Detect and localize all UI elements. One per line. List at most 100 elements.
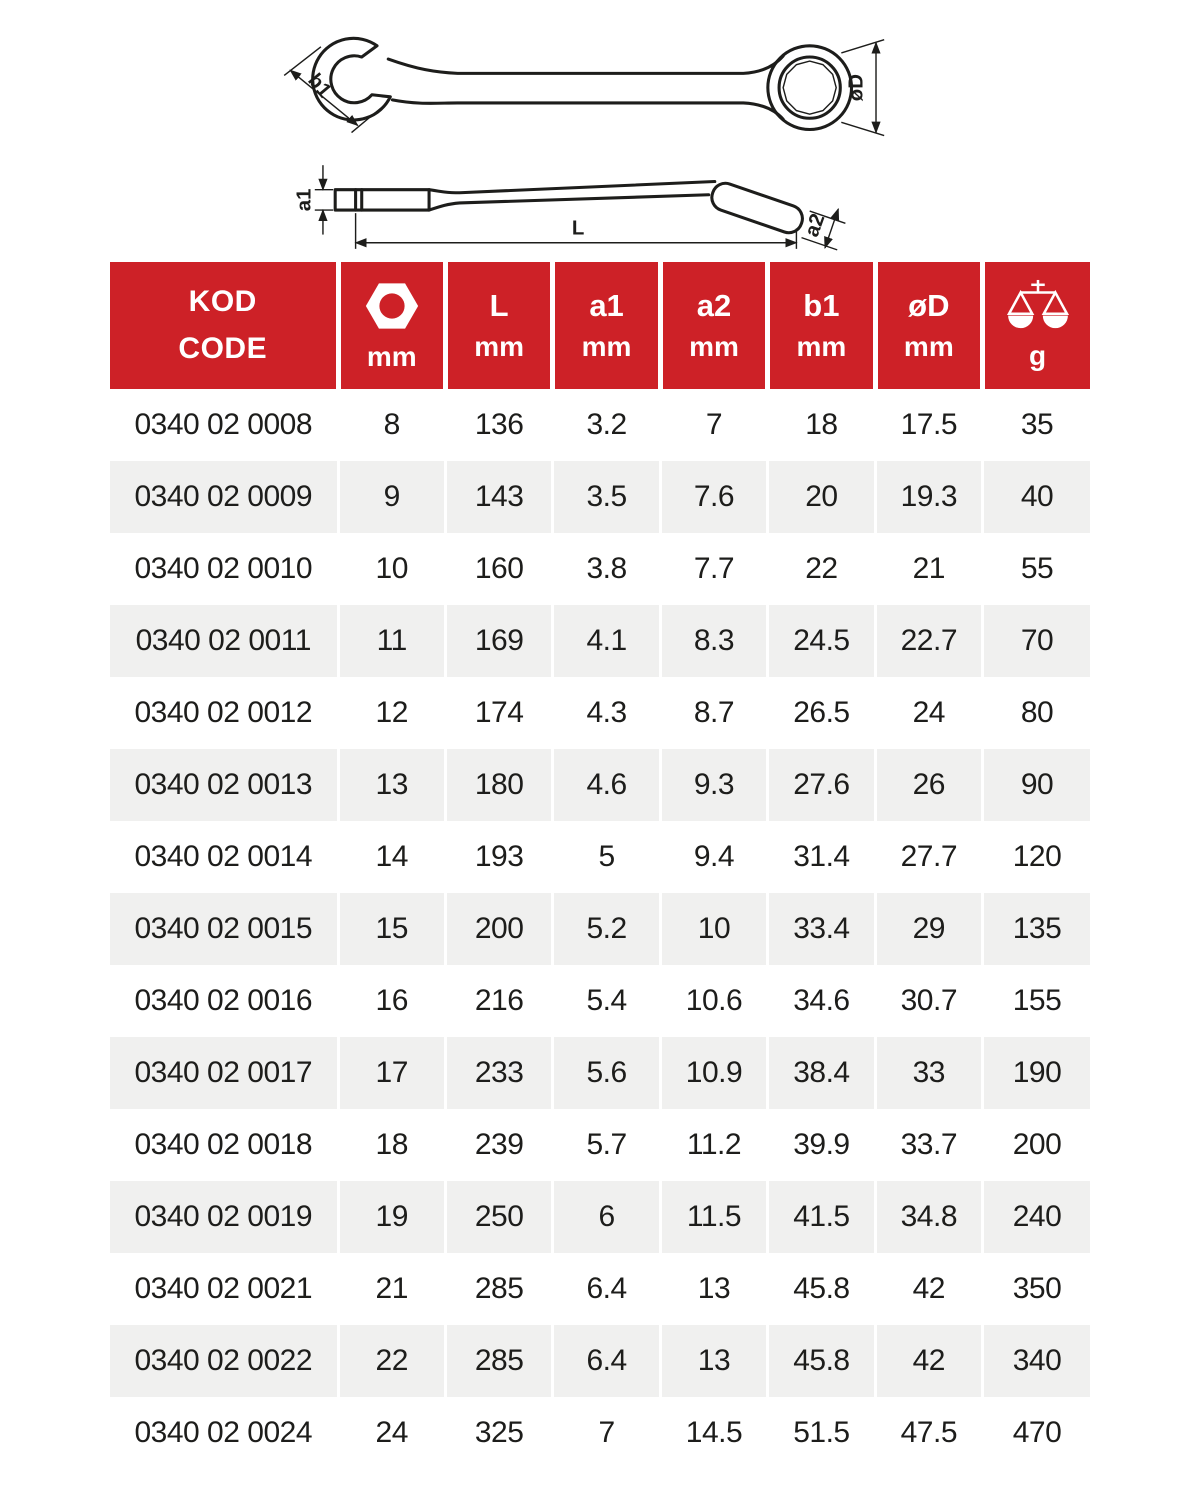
- cell-a2: 10.9: [658, 1037, 768, 1109]
- cell-a1: 5.6: [551, 1037, 661, 1109]
- cell-L: 216: [443, 965, 553, 1037]
- cell-L: 239: [443, 1109, 553, 1181]
- wrench-diagram: b1 øD: [0, 0, 1200, 262]
- cell-a2: 10.6: [658, 965, 768, 1037]
- cell-size: 17: [336, 1037, 446, 1109]
- cell-a2: 7.6: [658, 461, 768, 533]
- cell-a2: 9.3: [658, 749, 768, 821]
- cell-code: 0340 02 0018: [134, 1128, 312, 1161]
- cell-weight: 200: [981, 1109, 1090, 1181]
- table-row: 0340 02 0019 19 250 6 11.5 41.5 34.8 240: [110, 1181, 1090, 1253]
- table-header: KOD CODE mm: [110, 262, 1090, 389]
- table-row: 0340 02 0012 12 174 4.3 8.7 26.5 24 80: [110, 677, 1090, 749]
- cell-a2: 8.3: [658, 605, 768, 677]
- cell-size: 10: [336, 533, 446, 605]
- cell-size: 11: [336, 605, 446, 677]
- header-oD: øD mm: [872, 262, 983, 389]
- header-a2-label: a2: [696, 288, 732, 323]
- header-a1: a1 mm: [550, 262, 661, 389]
- cell-L: 200: [443, 893, 553, 965]
- cell-a1: 6.4: [551, 1325, 661, 1397]
- cell-a2: 13: [658, 1325, 768, 1397]
- cell-code: 0340 02 0013: [134, 768, 312, 801]
- header-a1-label: a1: [589, 288, 624, 323]
- cell-weight: 240: [981, 1181, 1090, 1253]
- cell-b1: 27.6: [766, 749, 876, 821]
- table-row: 0340 02 0015 15 200 5.2 10 33.4 29 135: [110, 893, 1090, 965]
- dimension-a2: a2: [801, 207, 846, 251]
- cell-oD: 29: [873, 893, 983, 965]
- cell-a2: 14.5: [658, 1397, 768, 1469]
- dimension-a1: a1: [293, 165, 333, 235]
- cell-code: 0340 02 0019: [134, 1200, 312, 1233]
- side-ring-head: [709, 181, 804, 235]
- cell-a1: 6: [551, 1181, 661, 1253]
- wrench-side-view: a1 L a2: [293, 165, 846, 251]
- cell-weight: 120: [981, 821, 1090, 893]
- cell-a1: 5.7: [551, 1109, 661, 1181]
- cell-oD: 17.5: [873, 389, 983, 461]
- cell-L: 193: [443, 821, 553, 893]
- cell-oD: 33.7: [873, 1109, 983, 1181]
- header-code-line1: KOD: [188, 284, 257, 318]
- cell-size: 24: [336, 1397, 446, 1469]
- header-oD-unit: mm: [903, 331, 954, 362]
- side-shaft: [427, 179, 716, 212]
- cell-a2: 7.7: [658, 533, 768, 605]
- header-b1-label: b1: [803, 288, 840, 323]
- cell-b1: 24.5: [766, 605, 876, 677]
- cell-size: 18: [336, 1109, 446, 1181]
- cell-a1: 4.6: [551, 749, 661, 821]
- ring-end-outer: [765, 44, 853, 131]
- cell-size: 22: [336, 1325, 446, 1397]
- hex-nut-icon: [363, 278, 421, 334]
- cell-size: 9: [336, 461, 446, 533]
- table-row: 0340 02 0017 17 233 5.6 10.9 38.4 33 190: [110, 1037, 1090, 1109]
- header-size: mm: [335, 262, 446, 389]
- cell-a1: 7: [551, 1397, 661, 1469]
- cell-weight: 340: [981, 1325, 1090, 1397]
- header-code: KOD CODE: [110, 262, 338, 389]
- cell-code: 0340 02 0021: [134, 1272, 312, 1305]
- header-L-unit: mm: [474, 331, 525, 362]
- cell-code: 0340 02 0010: [134, 552, 312, 585]
- cell-code: 0340 02 0012: [134, 696, 312, 729]
- dimension-L: L: [353, 213, 798, 249]
- cell-weight: 70: [981, 605, 1090, 677]
- ring-end-inner: [777, 55, 842, 120]
- header-weight-unit: g: [1028, 340, 1047, 371]
- cell-b1: 51.5: [766, 1397, 876, 1469]
- table-row: 0340 02 0009 9 143 3.5 7.6 20 19.3 40: [110, 461, 1090, 533]
- cell-b1: 22: [766, 533, 876, 605]
- cell-code: 0340 02 0022: [134, 1344, 312, 1377]
- cell-code: 0340 02 0016: [134, 984, 312, 1017]
- cell-L: 169: [443, 605, 553, 677]
- cell-a1: 6.4: [551, 1253, 661, 1325]
- cell-b1: 41.5: [766, 1181, 876, 1253]
- cell-size: 14: [336, 821, 446, 893]
- cell-size: 21: [336, 1253, 446, 1325]
- cell-b1: 38.4: [766, 1037, 876, 1109]
- header-a2: a2 mm: [657, 262, 768, 389]
- label-a1: a1: [293, 189, 315, 212]
- cell-oD: 19.3: [873, 461, 983, 533]
- cell-weight: 190: [981, 1037, 1090, 1109]
- cell-size: 8: [336, 389, 446, 461]
- cell-code: 0340 02 0008: [134, 408, 312, 441]
- cell-a1: 5.2: [551, 893, 661, 965]
- cell-oD: 47.5: [873, 1397, 983, 1469]
- cell-L: 180: [443, 749, 553, 821]
- cell-oD: 30.7: [873, 965, 983, 1037]
- cell-b1: 20: [766, 461, 876, 533]
- cell-a1: 3.5: [551, 461, 661, 533]
- cell-oD: 42: [873, 1253, 983, 1325]
- cell-a2: 11.5: [658, 1181, 768, 1253]
- cell-b1: 34.6: [766, 965, 876, 1037]
- table-row: 0340 02 0021 21 285 6.4 13 45.8 42 350: [110, 1253, 1090, 1325]
- cell-a2: 8.7: [658, 677, 768, 749]
- cell-code: 0340 02 0011: [135, 624, 312, 657]
- cell-oD: 24: [873, 677, 983, 749]
- cell-oD: 27.7: [873, 821, 983, 893]
- cell-a2: 13: [658, 1253, 768, 1325]
